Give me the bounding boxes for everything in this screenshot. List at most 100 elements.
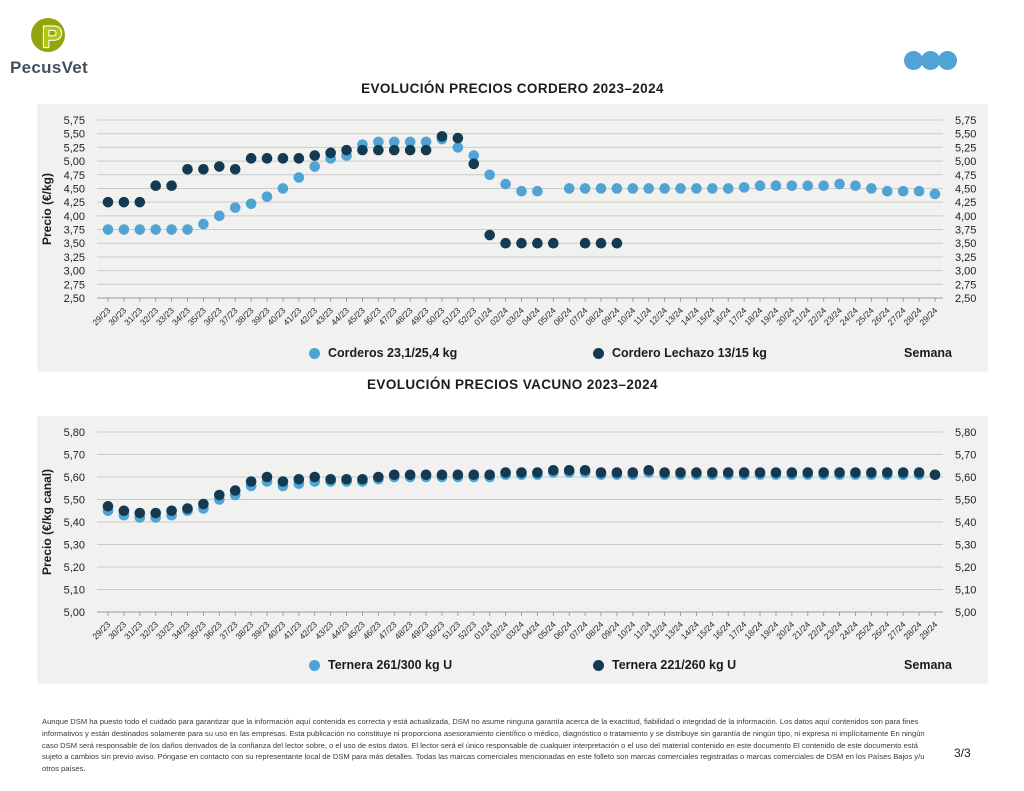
data-point	[881, 185, 893, 197]
data-point	[118, 196, 130, 208]
data-point	[198, 218, 209, 230]
data-point	[468, 158, 480, 170]
data-point	[754, 180, 766, 192]
svg-text:29/24: 29/24	[917, 619, 939, 641]
svg-text:5,75: 5,75	[955, 115, 976, 127]
data-point	[516, 185, 527, 197]
data-point	[166, 180, 177, 192]
svg-text:3,00: 3,00	[64, 266, 85, 278]
data-point	[929, 188, 941, 200]
data-point	[627, 183, 639, 194]
data-point	[516, 237, 527, 249]
data-point	[659, 467, 670, 478]
data-point	[770, 180, 782, 192]
data-point	[309, 161, 321, 172]
svg-text:5,00: 5,00	[64, 156, 85, 168]
data-point	[913, 185, 925, 197]
data-point	[579, 183, 591, 194]
data-point	[102, 500, 114, 512]
decorative-dots	[904, 51, 957, 70]
data-point	[373, 471, 384, 483]
svg-text:5,20: 5,20	[64, 562, 85, 574]
data-point	[198, 498, 209, 510]
data-point	[675, 183, 686, 194]
svg-text:5,60: 5,60	[955, 472, 976, 484]
data-point	[897, 185, 909, 197]
data-point	[913, 467, 925, 478]
legend-entry: Ternera 261/300 kg U	[309, 658, 452, 672]
data-point	[770, 467, 782, 478]
data-point	[452, 142, 464, 153]
svg-text:5,70: 5,70	[64, 450, 85, 462]
data-point	[261, 191, 273, 202]
data-point	[818, 180, 829, 192]
svg-text:P: P	[42, 21, 62, 54]
data-point	[468, 469, 480, 481]
series-1-dots	[102, 464, 941, 519]
page-number: 3/3	[954, 746, 971, 760]
data-point	[691, 467, 702, 478]
data-point	[245, 198, 257, 210]
svg-text:3,00: 3,00	[955, 266, 976, 278]
data-point	[388, 469, 400, 481]
gridlines	[97, 431, 943, 613]
data-point	[134, 196, 146, 208]
data-point	[388, 136, 400, 148]
data-point	[722, 467, 734, 478]
data-point	[357, 473, 368, 485]
legend-label: Ternera 221/260 kg U	[612, 658, 737, 672]
data-point	[293, 172, 305, 183]
svg-text:5,40: 5,40	[64, 517, 85, 529]
data-point	[786, 467, 798, 478]
data-point	[325, 147, 336, 159]
y-axis-labels-right: 5,80 5,70 5,60 5,50 5,40 5,30 5,20 5,10 5,00	[955, 427, 976, 619]
data-point	[643, 183, 655, 194]
data-point	[532, 467, 543, 478]
data-point	[691, 183, 702, 194]
data-point	[738, 182, 750, 193]
svg-text:5,50: 5,50	[64, 495, 85, 507]
data-point	[420, 469, 432, 481]
svg-text:3,75: 3,75	[955, 225, 976, 237]
data-point	[452, 132, 464, 144]
data-point	[229, 485, 241, 496]
data-point	[595, 237, 607, 249]
data-point	[214, 210, 225, 222]
data-point	[818, 467, 829, 478]
svg-text:5,00: 5,00	[64, 607, 85, 619]
data-point	[245, 476, 257, 487]
data-point	[595, 467, 607, 478]
data-point	[404, 469, 416, 481]
dot-icon	[904, 51, 923, 70]
svg-text:2,50: 2,50	[64, 293, 85, 305]
data-point	[182, 503, 193, 514]
data-point	[786, 180, 798, 192]
data-point	[579, 237, 591, 249]
data-point	[166, 505, 177, 517]
data-point	[277, 153, 289, 164]
data-point	[436, 131, 448, 142]
svg-text:5,20: 5,20	[955, 562, 976, 574]
y-axis-labels-left: 5,75 5,505,25 5,00 4,754,50 4,25 4,00 3,753,50…	[64, 115, 85, 305]
data-point	[707, 183, 718, 194]
svg-text:5,30: 5,30	[64, 540, 85, 552]
data-point	[404, 144, 416, 156]
data-point	[579, 464, 591, 476]
data-point	[134, 507, 146, 519]
data-point	[404, 136, 416, 148]
x-axis-ticks	[107, 298, 936, 302]
legend-dot-icon	[309, 347, 320, 359]
x-axis-title: Semana	[904, 346, 952, 360]
svg-text:5,75: 5,75	[64, 115, 85, 127]
data-point	[134, 224, 146, 235]
chart-canvas: 5,805,705,605,505,405,305,205,105,005,80…	[40, 427, 976, 641]
data-point	[309, 150, 321, 161]
data-point	[929, 469, 941, 481]
data-point	[198, 163, 209, 175]
data-point	[388, 144, 400, 156]
svg-text:3,75: 3,75	[64, 225, 85, 237]
y-axis-title: Precio (€/kg)	[40, 173, 54, 245]
data-point	[802, 180, 814, 192]
data-point	[420, 144, 432, 156]
data-point	[245, 153, 257, 164]
